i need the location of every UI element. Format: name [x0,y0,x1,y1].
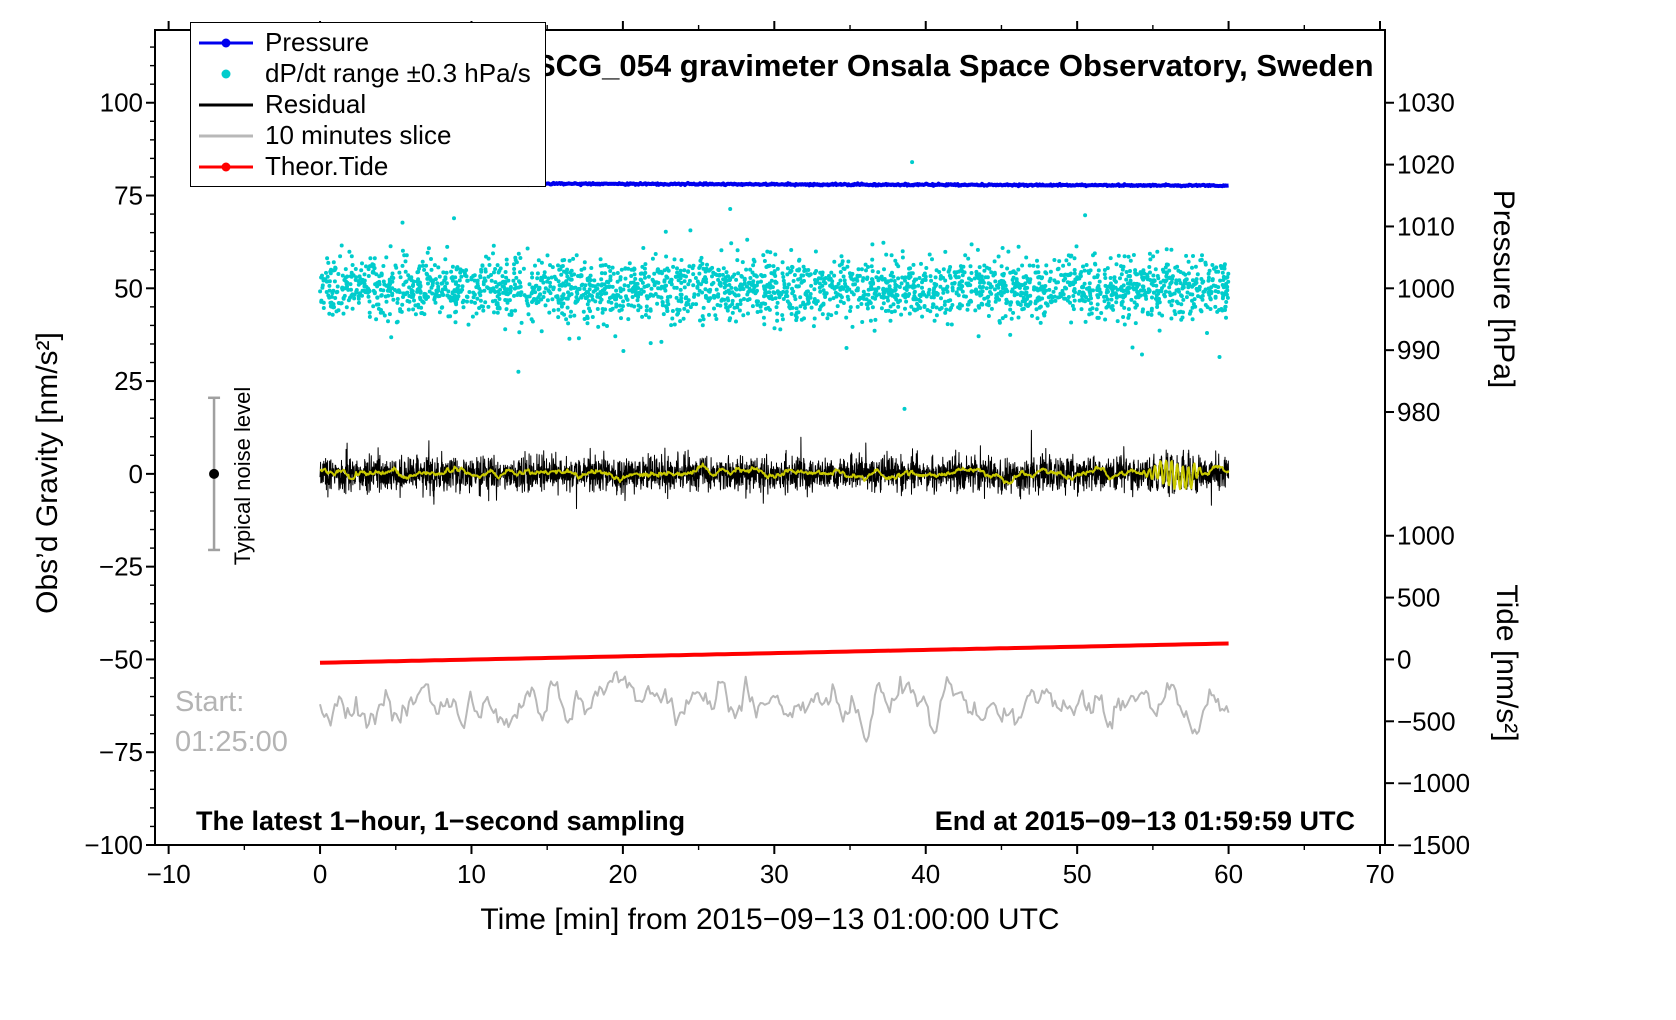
svg-text:−1000: −1000 [1397,768,1470,798]
legend-marker-dot [193,58,259,89]
legend-marker-line-dot [193,151,259,182]
legend-label: 10 minutes slice [265,120,452,150]
svg-text:−75: −75 [99,737,143,767]
chart-title: SCG_054 gravimeter Onsala Space Observat… [535,48,1374,83]
legend-marker-line-dot [193,27,259,58]
svg-text:50: 50 [1063,859,1092,889]
end-time-note: End at 2015−09−13 01:59:59 UTC [934,806,1355,836]
legend-label: Residual [265,89,367,119]
legend-item: dP/dt range ±0.3 hPa/s [193,58,531,89]
svg-text:60: 60 [1214,859,1243,889]
svg-text:0: 0 [313,859,327,889]
legend-label: Theor.Tide [265,151,389,181]
svg-text:25: 25 [114,366,143,396]
svg-text:−1500: −1500 [1397,830,1470,860]
svg-text:50: 50 [114,273,143,303]
noise-level-label: Typical noise level [230,386,255,566]
svg-text:40: 40 [911,859,940,889]
legend-item: Residual [193,89,531,120]
legend-item: 10 minutes slice [193,120,531,151]
y-axis-label-left: Obs’d Gravity [nm/s²] [31,332,64,614]
svg-text:1030: 1030 [1397,88,1455,118]
legend-item: Pressure [193,27,531,58]
svg-text:500: 500 [1397,583,1440,613]
legend-marker-line [193,89,259,120]
legend-item: Theor.Tide [193,151,531,182]
svg-text:−25: −25 [99,552,143,582]
svg-text:30: 30 [760,859,789,889]
svg-text:70: 70 [1366,859,1395,889]
svg-text:1020: 1020 [1397,150,1455,180]
svg-text:1000: 1000 [1397,521,1455,551]
svg-text:−50: −50 [99,644,143,674]
svg-text:0: 0 [1397,644,1411,674]
svg-text:1000: 1000 [1397,273,1455,303]
svg-text:75: 75 [114,181,143,211]
y-axis-label-pressure: Pressure [hPa] [1487,189,1520,389]
svg-text:1010: 1010 [1397,211,1455,241]
legend-marker-line [193,120,259,151]
y-axis-label-tide: Tide [nm/s²] [1490,584,1523,742]
legend-label: Pressure [265,27,370,57]
svg-text:990: 990 [1397,335,1440,365]
svg-text:10: 10 [457,859,486,889]
legend: Pressure dP/dt range ±0.3 hPa/s Residual 10… [190,22,546,187]
svg-text:980: 980 [1397,397,1440,427]
svg-text:20: 20 [608,859,637,889]
svg-text:−100: −100 [84,830,143,860]
start-time: 01:25:00 [175,726,288,758]
svg-text:−500: −500 [1397,706,1456,736]
svg-text:100: 100 [100,88,143,118]
x-axis-label: Time [min] from 2015−09−13 01:00:00 UTC [480,903,1060,936]
svg-text:−10: −10 [147,859,191,889]
legend-label: dP/dt range ±0.3 hPa/s [265,58,531,88]
svg-text:0: 0 [129,459,143,489]
sampling-note: The latest 1−hour, 1−second sampling [196,806,686,836]
start-label: Start: [175,686,245,718]
